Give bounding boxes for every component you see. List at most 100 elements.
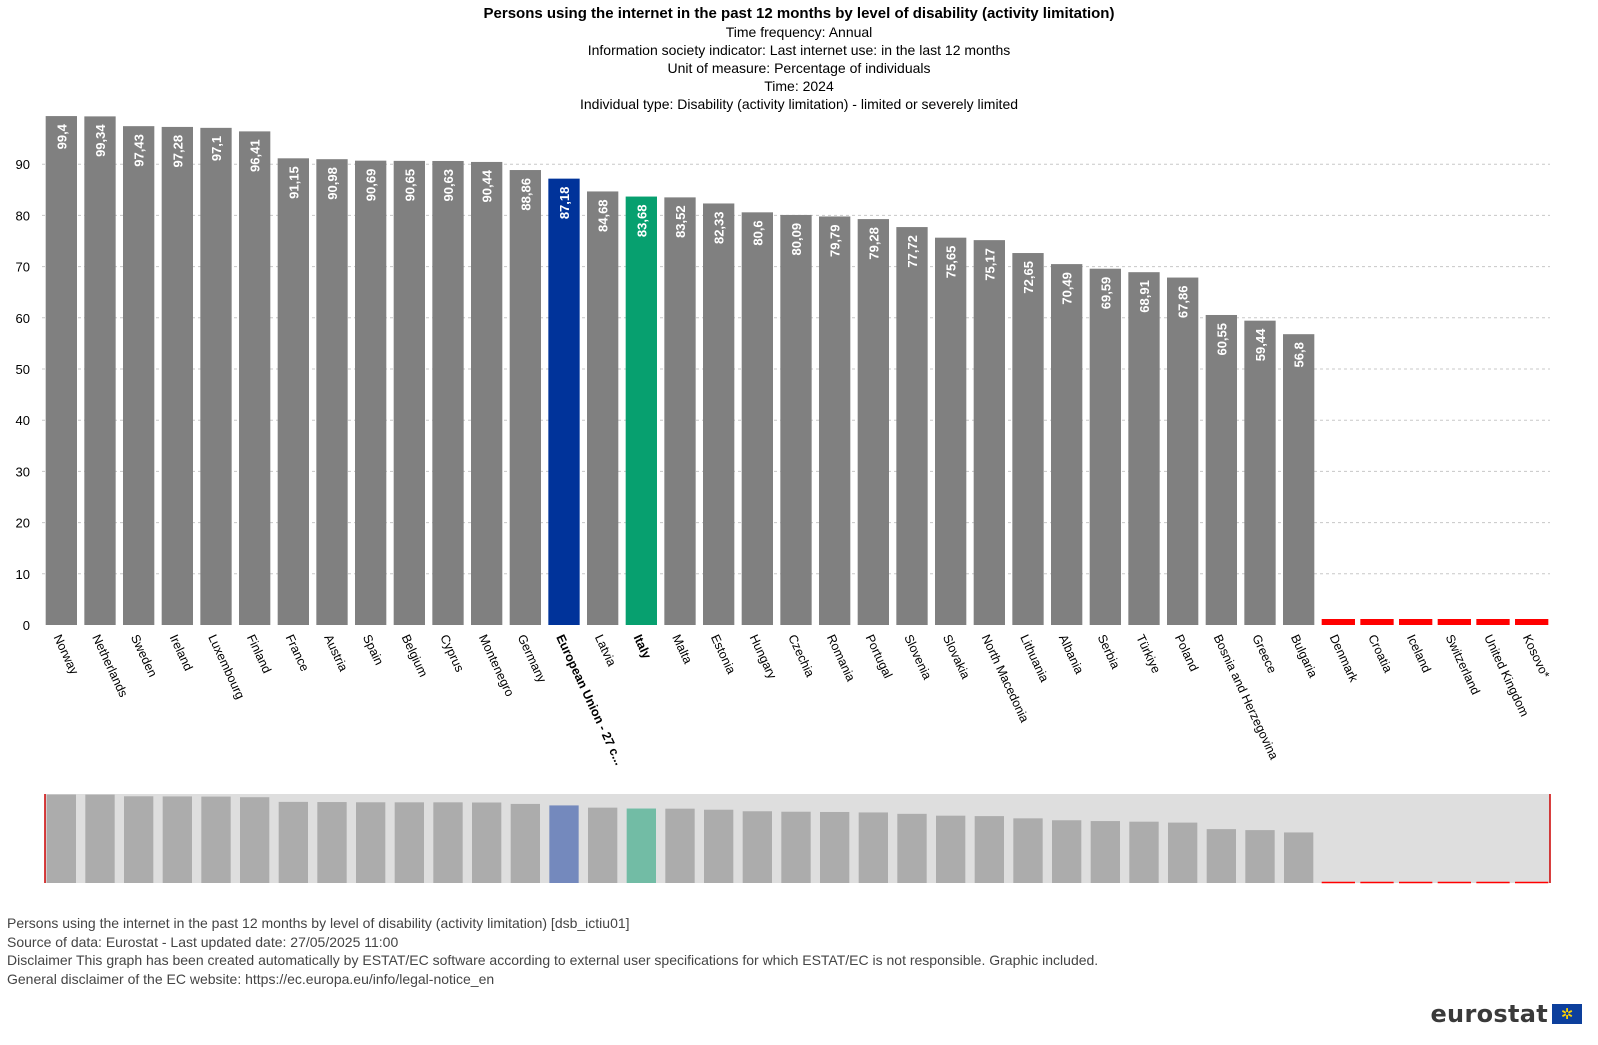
chart-header: Persons using the internet in the past 1… — [0, 4, 1598, 113]
overview-bar — [1245, 830, 1275, 883]
bar[interactable] — [1128, 272, 1160, 625]
missing-value-bar[interactable] — [1360, 619, 1394, 625]
x-tick-label: Croatia — [1365, 632, 1395, 674]
missing-value-bar[interactable] — [1321, 619, 1355, 625]
missing-value-bar[interactable] — [1399, 619, 1433, 625]
bar[interactable] — [355, 160, 387, 625]
x-tick-label: Poland — [1172, 632, 1201, 673]
bar[interactable] — [896, 227, 928, 625]
bar-value-label: 80,09 — [789, 223, 804, 256]
x-tick-label: Bulgaria — [1288, 632, 1320, 680]
bar[interactable] — [45, 116, 77, 626]
overview-bar — [472, 802, 502, 883]
bar[interactable] — [123, 126, 155, 626]
x-tick-label: Montenegro — [476, 632, 517, 698]
bar-value-label: 83,68 — [634, 205, 649, 238]
x-tick-label: Ireland — [167, 632, 196, 673]
bar[interactable] — [935, 237, 967, 625]
bar-value-label: 83,52 — [673, 205, 688, 238]
bar-value-label: 69,59 — [1098, 277, 1113, 310]
meta-indicator: Information society indicator: Last inte… — [587, 42, 1011, 58]
bar[interactable] — [1051, 264, 1083, 625]
bar[interactable] — [625, 196, 657, 625]
bar[interactable] — [664, 197, 696, 625]
bars: 99,4 99,34 97,43 97,28 97,1 96,41 91,15 90,98 90… — [45, 116, 1549, 626]
bar[interactable] — [277, 158, 309, 625]
overview-navigator[interactable] — [44, 794, 1551, 884]
x-tick-label: Denmark — [1327, 632, 1361, 685]
overview-bar — [1090, 821, 1120, 883]
bar[interactable] — [741, 212, 773, 625]
overview-bar — [974, 816, 1004, 883]
eu-flag-icon: ✲ — [1552, 1004, 1582, 1024]
logo-text: eurostat — [1430, 1000, 1548, 1028]
footer-dataset: Persons using the internet in the past 1… — [7, 915, 630, 931]
overview-bar — [433, 802, 463, 883]
bar[interactable] — [316, 159, 348, 625]
bar-value-label: 70,49 — [1060, 272, 1075, 305]
missing-value-bar[interactable] — [1476, 619, 1510, 625]
x-tick-label: Luxembourg — [205, 632, 247, 701]
y-tick-label: 30 — [16, 464, 30, 479]
bar-value-label: 67,86 — [1176, 286, 1191, 319]
missing-value-bar[interactable] — [1515, 619, 1549, 625]
overview-bar — [820, 811, 850, 883]
overview-bar — [124, 796, 154, 883]
bar[interactable] — [84, 116, 116, 625]
x-tick-label: Sweden — [128, 632, 160, 679]
bar[interactable] — [432, 160, 464, 625]
x-tick-label: Switzerland — [1443, 632, 1483, 697]
x-tick-label: Albania — [1056, 632, 1086, 676]
bar-value-label: 97,28 — [170, 135, 185, 168]
bar[interactable] — [200, 127, 232, 626]
bar-value-label: 97,1 — [209, 136, 224, 161]
overview-bar — [1168, 822, 1198, 883]
bar-value-label: 87,18 — [557, 187, 572, 220]
x-tick-label: Iceland — [1404, 632, 1434, 674]
bar[interactable] — [1244, 320, 1276, 625]
bar[interactable] — [819, 216, 851, 625]
overview-bar — [1129, 821, 1159, 883]
overview-bar — [317, 802, 347, 883]
bar[interactable] — [1167, 277, 1199, 625]
x-tick-label: Italy — [631, 632, 654, 661]
bar[interactable] — [973, 240, 1005, 626]
bar[interactable] — [1012, 253, 1044, 626]
x-tick-label: Portugal — [863, 632, 895, 680]
bar-value-label: 99,34 — [93, 124, 108, 157]
y-axis-ticks: 0 10 20 30 40 50 60 70 80 90 — [16, 157, 30, 633]
x-tick-label: Lithuania — [1017, 632, 1051, 684]
bar[interactable] — [1089, 268, 1121, 625]
overview-bar — [549, 805, 579, 883]
overview-bar — [201, 796, 231, 883]
bar-value-label: 56,8 — [1292, 342, 1307, 367]
x-tick-label: Czechia — [785, 632, 817, 679]
bar[interactable] — [703, 203, 735, 625]
bar[interactable] — [548, 178, 580, 625]
bar[interactable] — [161, 126, 193, 626]
overview-bar — [1013, 818, 1043, 883]
overview-bar — [162, 796, 192, 883]
overview-bar — [858, 812, 888, 883]
y-tick-label: 50 — [16, 362, 30, 377]
bar[interactable] — [1205, 314, 1237, 625]
bar[interactable] — [857, 219, 889, 625]
bar[interactable] — [780, 214, 812, 625]
overview-bar — [936, 815, 966, 883]
bar-value-label: 68,91 — [1137, 280, 1152, 313]
y-tick-label: 20 — [16, 516, 30, 531]
bar-value-label: 90,44 — [480, 169, 495, 202]
bar[interactable] — [509, 170, 541, 625]
bar[interactable] — [587, 191, 619, 625]
bar[interactable] — [1283, 334, 1315, 625]
chart-title: Persons using the internet in the past 1… — [483, 5, 1115, 22]
overview-bar — [278, 801, 308, 883]
bar-value-label: 79,28 — [866, 227, 881, 260]
bar-value-label: 77,72 — [905, 235, 920, 268]
bar[interactable] — [471, 161, 503, 625]
overview-bar — [742, 811, 772, 883]
bar[interactable] — [393, 160, 425, 625]
bar[interactable] — [239, 131, 271, 625]
bar-value-label: 84,68 — [596, 199, 611, 232]
missing-value-bar[interactable] — [1437, 619, 1471, 625]
